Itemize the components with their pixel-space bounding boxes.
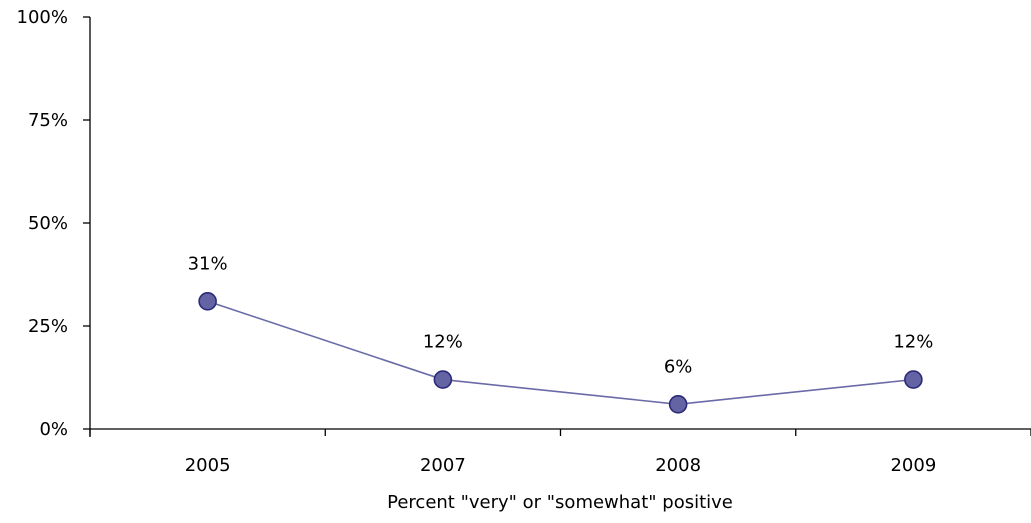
x-tick-label: 2008 bbox=[655, 455, 701, 476]
data-label: 31% bbox=[188, 253, 228, 274]
y-tick-label: 0% bbox=[39, 419, 68, 440]
series-line bbox=[207, 300, 914, 406]
data-label: 12% bbox=[423, 332, 463, 353]
y-axis: 0% 25% 50% 75% 100% bbox=[17, 7, 91, 440]
y-tick-label: 25% bbox=[28, 316, 68, 337]
y-tick-label: 50% bbox=[28, 213, 68, 234]
x-tick-label: 2005 bbox=[185, 455, 231, 476]
data-point-marker bbox=[198, 291, 217, 311]
x-tick-label: 2009 bbox=[890, 455, 936, 476]
data-label: 6% bbox=[664, 356, 693, 377]
x-axis-title: Percent "very" or "somewhat" positive bbox=[387, 492, 733, 513]
x-tick-label: 2007 bbox=[420, 455, 466, 476]
series-line-group: 31% 12% 6% 12% bbox=[188, 253, 933, 414]
data-label: 12% bbox=[893, 332, 933, 353]
x-axis: 2005 2007 2008 2009 bbox=[89, 428, 1031, 476]
data-point-marker bbox=[668, 394, 688, 414]
y-tick-label: 100% bbox=[17, 7, 68, 28]
data-point-marker bbox=[904, 370, 923, 389]
y-tick-label: 75% bbox=[28, 110, 68, 131]
data-point-marker bbox=[433, 370, 453, 389]
